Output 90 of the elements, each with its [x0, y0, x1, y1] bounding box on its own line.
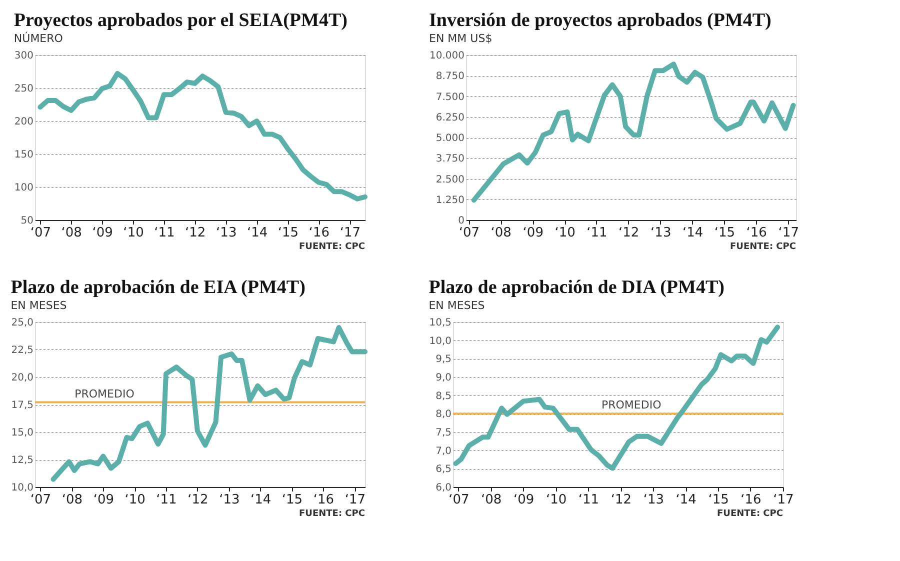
x-tick-label: ‘10 — [546, 492, 567, 508]
ref-line-label: PROMEDIO — [74, 387, 135, 400]
x-tick-label: ‘08 — [62, 492, 83, 508]
y-tick-label: 7,5 — [436, 428, 452, 438]
x-tick-label: ‘13 — [643, 492, 664, 508]
source-note: FUENTE: CPC — [299, 509, 366, 519]
y-tick-label: 200 — [14, 116, 34, 128]
x-tick-label: ‘08 — [490, 226, 512, 240]
y-tick-label: 7,0 — [436, 446, 452, 457]
x-tick-label: ‘17 — [778, 226, 799, 240]
y-tick-label: 6.250 — [436, 112, 464, 124]
y-tick-label: 10,0 — [429, 336, 452, 347]
x-tick-label: ‘14 — [682, 226, 704, 240]
y-axis-title: EN MM US$ — [429, 32, 492, 45]
y-axis-title: EN MESES — [10, 299, 67, 312]
x-tick-label: ‘13 — [216, 226, 237, 240]
x-tick-label: ‘10 — [123, 226, 144, 240]
y-tick-label: 150 — [14, 150, 34, 160]
x-tick-label: ‘07 — [458, 226, 480, 240]
y-tick-label: 7.500 — [436, 92, 464, 103]
y-tick-label: 8,5 — [436, 390, 452, 402]
x-tick-label: ‘15 — [282, 492, 303, 508]
x-tick-label: ‘12 — [618, 226, 640, 240]
y-tick-label: 2.500 — [436, 174, 464, 186]
x-tick-label: ‘13 — [650, 226, 672, 240]
y-tick-label: 6,5 — [436, 464, 452, 476]
y-tick-label: 3.750 — [436, 154, 464, 165]
x-tick-label: ‘08 — [481, 492, 502, 508]
x-tick-label: ‘10 — [124, 492, 146, 508]
y-tick-label: 1.250 — [436, 194, 464, 206]
y-tick-label: 300 — [14, 50, 34, 62]
x-tick-label: ‘17 — [340, 226, 361, 240]
x-tick-label: ‘17 — [773, 492, 794, 508]
x-tick-label: ‘13 — [219, 492, 240, 508]
x-tick-label: ‘14 — [250, 492, 272, 508]
x-tick-label: ‘07 — [30, 492, 52, 508]
x-tick-label: ‘09 — [92, 226, 113, 240]
x-tick-label: ‘12 — [185, 226, 206, 240]
y-tick-label: 9,0 — [436, 372, 452, 384]
chart-title: Proyectos aprobados por el SEIA(PM4T) — [14, 10, 348, 31]
x-tick-label: ‘15 — [714, 226, 736, 240]
y-axis-title: EN MESES — [428, 299, 485, 312]
y-tick-label: 5.000 — [436, 133, 464, 144]
x-tick-label: ‘08 — [61, 226, 82, 240]
x-tick-label: ‘15 — [278, 226, 299, 240]
x-tick-label: ‘11 — [586, 226, 608, 240]
source-note: FUENTE: CPC — [299, 242, 366, 252]
chart-title: Plazo de aprobación de DIA (PM4T) — [428, 277, 724, 298]
y-tick-label: 250 — [14, 84, 34, 94]
x-tick-label: ‘15 — [708, 492, 729, 508]
x-tick-label: ‘07 — [30, 226, 52, 240]
y-tick-label: 9,5 — [436, 354, 452, 366]
x-tick-label: ‘09 — [514, 492, 534, 508]
x-tick-label: ‘16 — [740, 492, 762, 508]
x-tick-label: ‘07 — [448, 492, 470, 508]
x-tick-label: ‘16 — [746, 226, 767, 240]
ref-line-label: PROMEDIO — [602, 398, 662, 412]
y-tick-label: 12,5 — [11, 455, 34, 466]
x-tick-label: ‘16 — [308, 226, 330, 240]
y-tick-label: 25,0 — [11, 318, 34, 328]
source-note: FUENTE: CPC — [717, 509, 784, 519]
y-tick-label: 10.000 — [430, 50, 464, 62]
y-tick-label: 50 — [20, 216, 34, 226]
y-tick-label: 15,0 — [11, 428, 34, 438]
x-tick-label: ‘11 — [156, 492, 177, 508]
x-tick-label: ‘17 — [344, 492, 366, 508]
x-tick-label: ‘14 — [676, 492, 696, 508]
y-tick-label: 8,0 — [436, 409, 452, 420]
x-tick-label: ‘16 — [313, 492, 334, 508]
y-tick-label: 22,5 — [11, 345, 34, 356]
y-tick-label: 100 — [14, 182, 34, 194]
y-tick-label: 8.750 — [436, 71, 464, 82]
y-tick-label: 10,0 — [11, 482, 34, 494]
chart-title: Inversión de proyectos aprobados (PM4T) — [429, 10, 772, 31]
source-note: FUENTE: CPC — [730, 242, 796, 252]
x-tick-label: ‘09 — [93, 492, 114, 508]
y-tick-label: 10,5 — [429, 318, 452, 328]
y-tick-label: 0 — [458, 216, 464, 226]
x-tick-label: ‘11 — [154, 226, 175, 240]
y-tick-label: 6,0 — [436, 482, 452, 494]
y-axis-title: NÚMERO — [14, 31, 64, 45]
x-tick-label: ‘10 — [554, 226, 576, 240]
x-tick-label: ‘11 — [578, 492, 600, 508]
x-tick-label: ‘14 — [246, 226, 268, 240]
y-tick-label: 17,5 — [11, 400, 34, 411]
y-tick-label: 20,0 — [11, 372, 34, 384]
x-tick-label: ‘12 — [188, 492, 208, 508]
x-tick-label: ‘09 — [522, 226, 544, 240]
chart-title: Plazo de aprobación de EIA (PM4T) — [10, 277, 306, 298]
x-tick-label: ‘12 — [610, 492, 632, 508]
